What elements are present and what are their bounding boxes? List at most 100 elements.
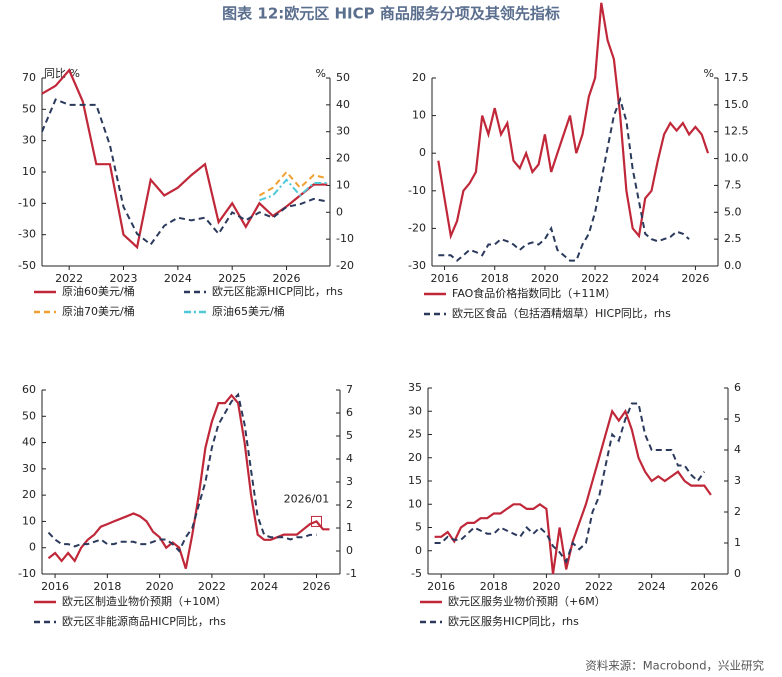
legend-label: 欧元区能源HICP同比，rhs xyxy=(212,284,343,298)
legend-label: 欧元区制造业物价预期（+10M） xyxy=(62,594,227,608)
y2-tick-label: 4 xyxy=(734,443,741,456)
y-tick-label: 30 xyxy=(22,462,36,475)
series-line xyxy=(438,96,690,262)
y-tick-label: 50 xyxy=(22,409,36,422)
y-tick-label: -10 xyxy=(18,196,36,209)
y2-tick-label: 5.0 xyxy=(724,205,742,218)
y2-tick-label: 50 xyxy=(336,71,350,84)
y2-tick-label: 15.0 xyxy=(724,98,749,111)
x-tick-label: 2023 xyxy=(110,272,138,285)
y2-tick-label: 7 xyxy=(346,383,353,396)
x-tick-label: 2022 xyxy=(198,580,226,593)
y-tick-label: 40 xyxy=(22,436,36,449)
y2-tick-label: 0 xyxy=(346,544,353,557)
y2-tick-label: 30 xyxy=(336,125,350,138)
x-tick-label: 2020 xyxy=(531,272,559,285)
y-tick-label: -20 xyxy=(408,221,426,234)
legend-label: 欧元区服务业物价预期（+6M） xyxy=(448,594,606,608)
y-tick-label: 60 xyxy=(22,383,36,396)
y2-tick-label: 10.0 xyxy=(724,152,749,165)
x-tick-label: 2024 xyxy=(638,580,666,593)
series-line xyxy=(434,402,706,564)
series-line xyxy=(47,392,317,553)
x-tick-label: 2016 xyxy=(41,580,69,593)
y-tick-label: 50 xyxy=(22,102,36,115)
series-line xyxy=(41,68,328,250)
y2-tick-label: 4 xyxy=(346,452,353,465)
y-tick-label: 0 xyxy=(419,146,426,159)
y2-tick-label: 20 xyxy=(336,152,350,165)
y2-axis-label: % xyxy=(316,67,326,80)
x-tick-label: 2016 xyxy=(427,580,455,593)
y2-tick-label: -20 xyxy=(336,259,354,272)
x-tick-label: 2024 xyxy=(250,580,278,593)
y-tick-label: 35 xyxy=(408,381,422,394)
x-tick-label: 2026 xyxy=(302,580,330,593)
x-tick-label: 2024 xyxy=(164,272,192,285)
y-tick-label: 10 xyxy=(22,165,36,178)
y-tick-label: 20 xyxy=(408,451,422,464)
y2-tick-label: 2.5 xyxy=(724,232,742,245)
y2-tick-label: 0 xyxy=(336,205,343,218)
y2-tick-label: 3 xyxy=(734,474,741,487)
y2-tick-label: 5 xyxy=(346,429,353,442)
y2-tick-label: 2 xyxy=(734,505,741,518)
y-tick-label: 0 xyxy=(415,544,422,557)
x-tick-label: 2018 xyxy=(93,580,121,593)
legend-label: 原油60美元/桶 xyxy=(62,284,135,298)
y-tick-label: 20 xyxy=(412,71,426,84)
y-tick-label: 30 xyxy=(22,134,36,147)
y-tick-label: -30 xyxy=(18,228,36,241)
x-tick-label: 2026 xyxy=(273,272,301,285)
y2-tick-label: 0.0 xyxy=(724,259,742,272)
annotation: 2026/01 xyxy=(284,492,330,505)
y2-tick-label: 1 xyxy=(346,521,353,534)
x-tick-label: 2022 xyxy=(581,272,609,285)
y2-tick-label: 2 xyxy=(346,498,353,511)
y-tick-label: -10 xyxy=(408,184,426,197)
y2-axis-label: % xyxy=(704,67,714,80)
y-tick-label: -5 xyxy=(411,567,422,580)
y2-tick-label: 12.5 xyxy=(724,125,749,138)
y2-tick-label: 40 xyxy=(336,98,350,111)
y-tick-label: 10 xyxy=(408,497,422,510)
y-tick-label: 10 xyxy=(412,109,426,122)
x-tick-label: 2022 xyxy=(55,272,83,285)
legend-label: 欧元区非能源商品HICP同比，rhs xyxy=(62,614,226,628)
y-tick-label: -30 xyxy=(408,259,426,272)
y-tick-label: 30 xyxy=(408,404,422,417)
y2-tick-label: 1 xyxy=(734,536,741,549)
y-tick-label: 25 xyxy=(408,428,422,441)
series-line xyxy=(259,178,328,202)
x-tick-label: 2020 xyxy=(532,580,560,593)
y2-tick-label: 5 xyxy=(734,412,741,425)
legend-label: 原油70美元/桶 xyxy=(62,304,135,318)
legend-label: 欧元区服务HICP同比，rhs xyxy=(448,615,579,628)
x-tick-label: 2018 xyxy=(481,272,509,285)
y2-tick-label: 3 xyxy=(346,475,353,488)
y2-tick-label: 17.5 xyxy=(724,71,749,84)
y-tick-label: 15 xyxy=(408,474,422,487)
y2-tick-label: 6 xyxy=(346,406,353,419)
y-tick-label: 5 xyxy=(415,521,422,534)
y2-tick-label: -10 xyxy=(336,232,354,245)
x-tick-label: 2026 xyxy=(681,272,709,285)
y-tick-label: 20 xyxy=(22,488,36,501)
x-tick-label: 2022 xyxy=(585,580,613,593)
x-tick-label: 2020 xyxy=(146,580,174,593)
y2-tick-label: -1 xyxy=(346,567,357,580)
x-tick-label: 2018 xyxy=(480,580,508,593)
series-line xyxy=(434,408,712,575)
legend-label: 欧元区食品（包括酒精烟草）HICP同比，rhs xyxy=(452,306,671,320)
y2-tick-label: 6 xyxy=(734,381,741,394)
y-tick-label: 0 xyxy=(29,541,36,554)
x-tick-label: 2016 xyxy=(431,272,459,285)
x-tick-label: 2024 xyxy=(631,272,659,285)
y-tick-label: 70 xyxy=(22,71,36,84)
series-line xyxy=(41,98,328,246)
legend-label: FAO食品价格指数同比（+11M） xyxy=(452,286,616,300)
y2-tick-label: 0 xyxy=(734,567,741,580)
y-tick-label: -10 xyxy=(18,567,36,580)
y-tick-label: 10 xyxy=(22,514,36,527)
y-tick-label: -50 xyxy=(18,259,36,272)
